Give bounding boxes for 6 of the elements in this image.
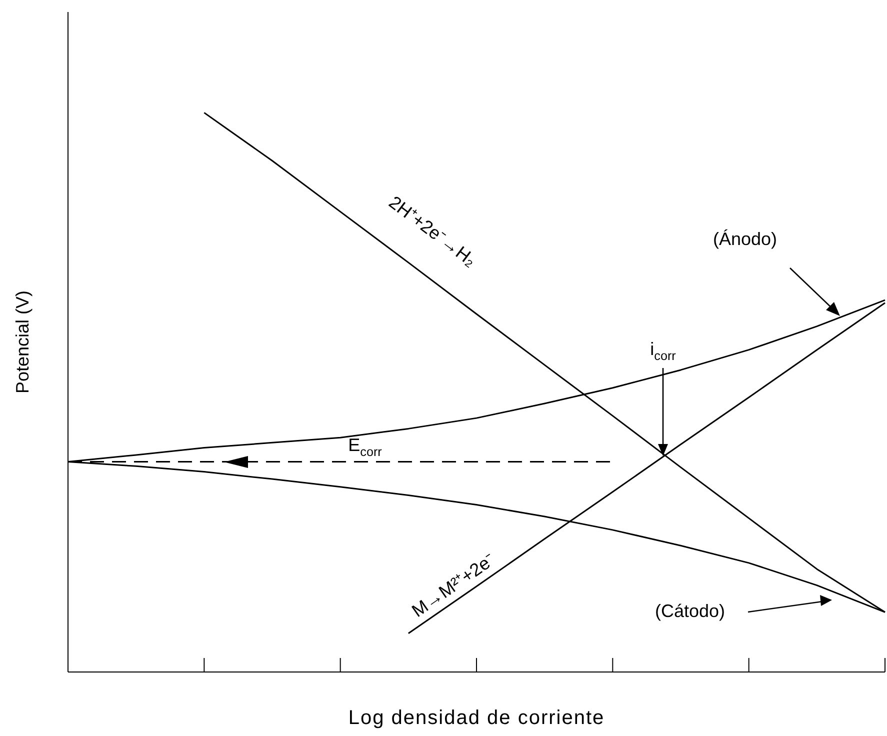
annotation: i$_{corr}$ <box>650 338 676 364</box>
annotation: (Ánodo) <box>712 228 778 249</box>
annotation: E$_{corr}$ <box>348 434 382 460</box>
x-axis-title: Log densidad de corriente <box>348 707 605 729</box>
annotation: (Cátodo) <box>654 600 726 621</box>
y-axis-title: Potencial (V) <box>12 290 32 394</box>
